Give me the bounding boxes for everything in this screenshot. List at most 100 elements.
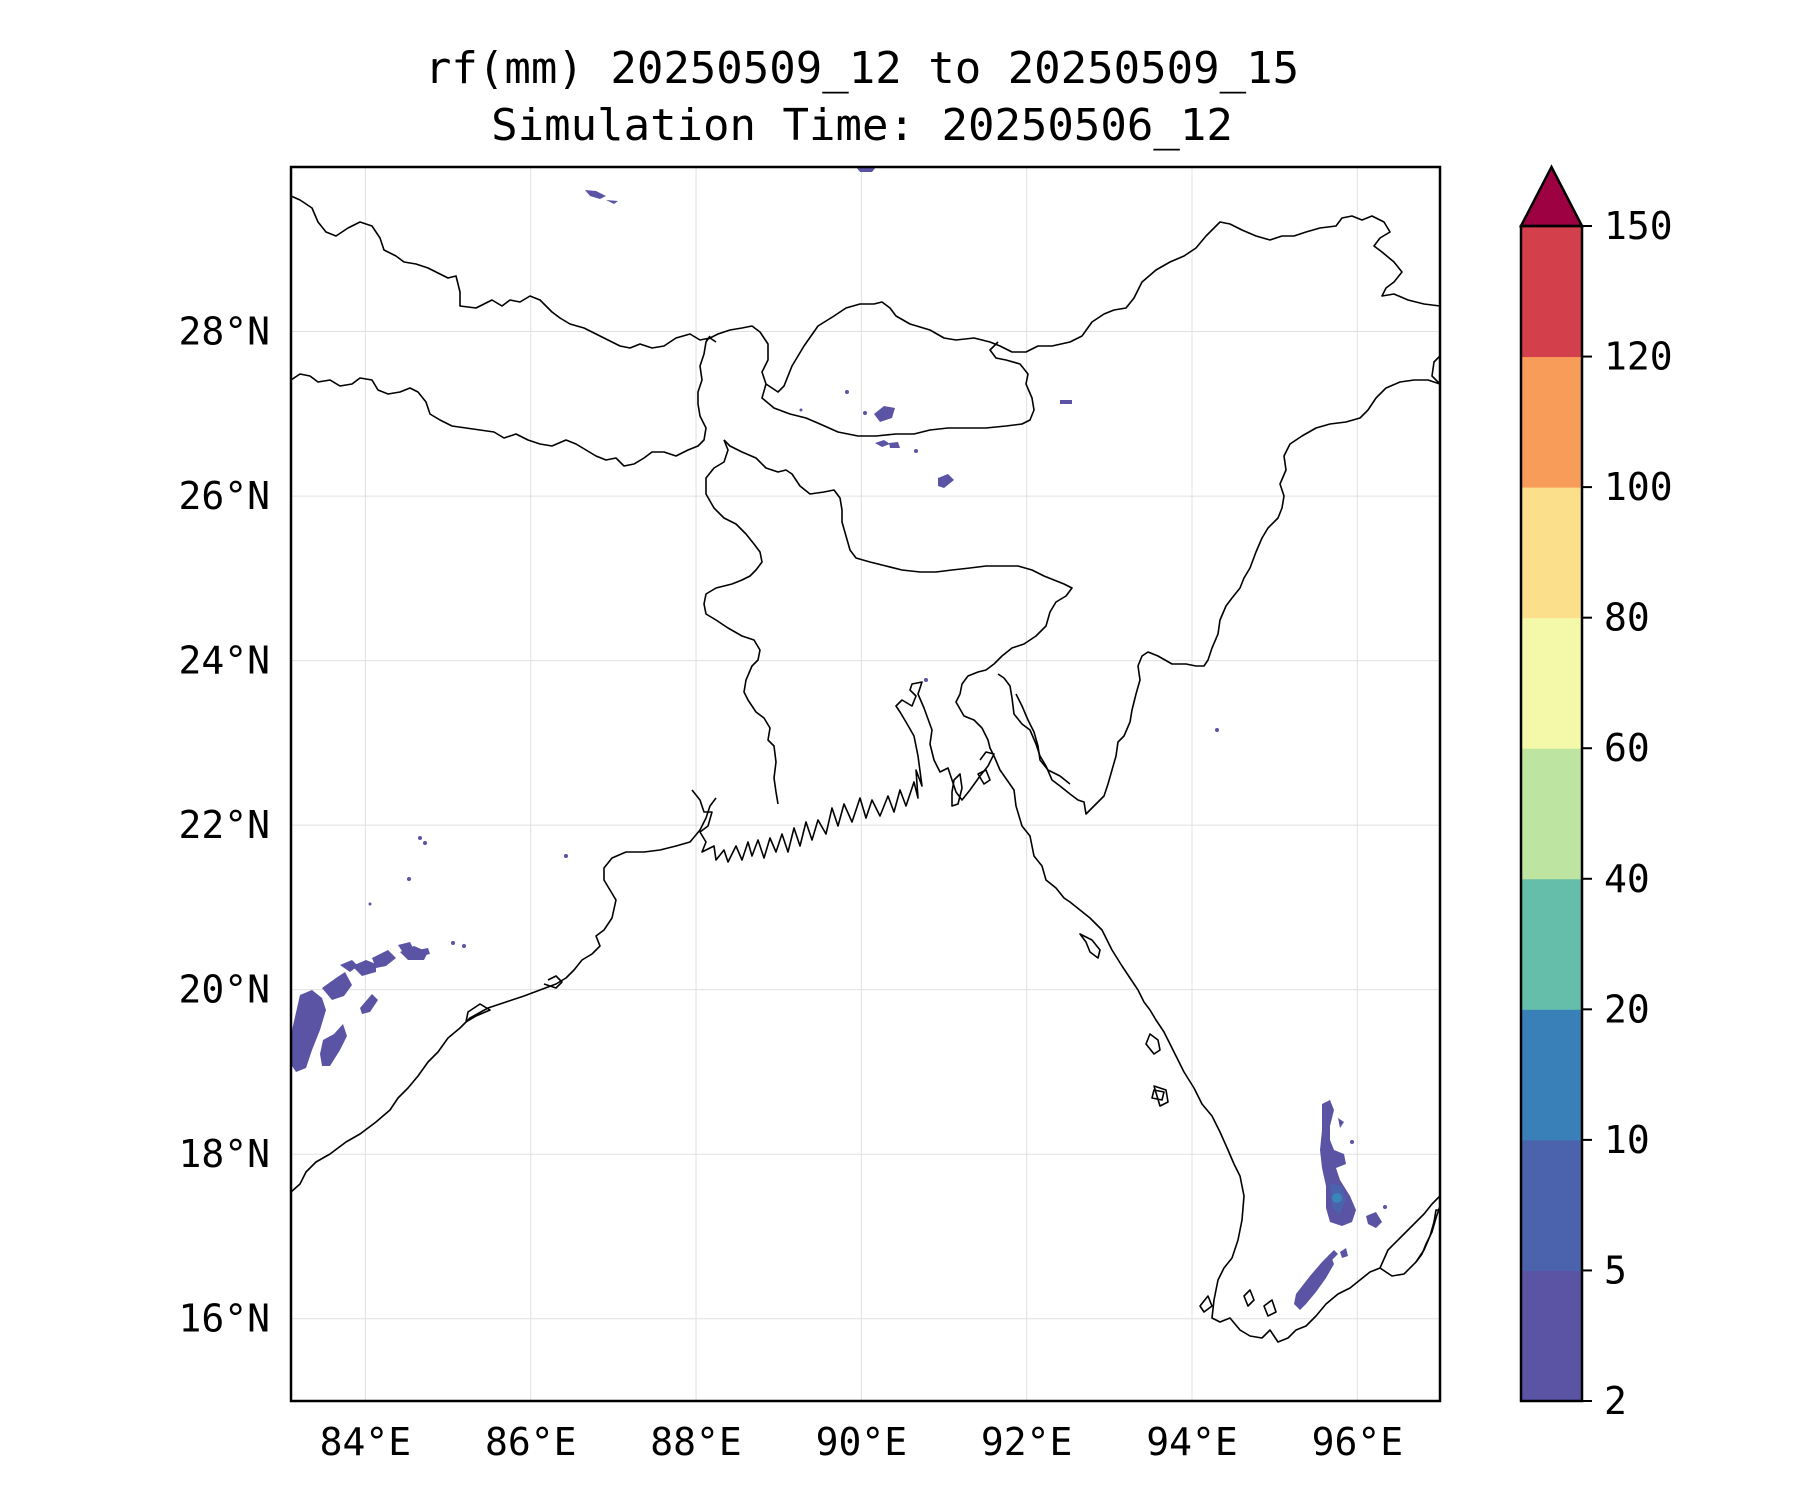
rain-speck [914, 449, 918, 453]
rain-patch [322, 972, 352, 1000]
colorbar-tick-label: 40 [1604, 857, 1650, 901]
y-tick-label: 28°N [178, 310, 270, 354]
rainfall-patches [292, 167, 1387, 1310]
coastline-detail [951, 773, 963, 807]
rain-patch [372, 950, 396, 968]
border-myanmar-thailand [1415, 1205, 1440, 1263]
colorbar-segment [1521, 226, 1582, 358]
rain-speck [407, 877, 411, 881]
rain-patch [938, 474, 954, 488]
rain-speck [799, 408, 803, 412]
colorbar-tick-label: 60 [1604, 726, 1650, 770]
colorbar-segment [1521, 487, 1582, 619]
border-bhutan-india [761, 341, 1035, 437]
rain-core [1332, 1193, 1342, 1203]
rain-patch [418, 948, 430, 956]
rain-patch [1294, 1254, 1334, 1310]
coastline-myanmar [993, 755, 1440, 1343]
map-background [291, 167, 1440, 1401]
coastline-detail [1151, 1089, 1165, 1101]
figure-title-line1: rf(mm) 20250509_12 to 20250509_15 [425, 43, 1299, 94]
x-tick-label: 88°E [650, 1420, 742, 1464]
colorbar-segment [1521, 1009, 1582, 1141]
colorbar-extend-arrow [1518, 164, 1585, 228]
rain-patch [1366, 1212, 1382, 1228]
border-detail [1431, 355, 1440, 385]
rain-speck [418, 836, 422, 840]
coastline-detail [1243, 1289, 1255, 1307]
x-tick-label: 96°E [1312, 1420, 1404, 1464]
rain-speck [863, 411, 867, 415]
colorbar-tick-label: 100 [1604, 465, 1673, 509]
colorbar: 2 5 10 20 40 60 80 100 120 150 [1518, 164, 1673, 1423]
rain-patch [340, 960, 358, 972]
rain-patch [1338, 1118, 1344, 1128]
rain-patch [1340, 1248, 1348, 1258]
colorbar-tick-label: 80 [1604, 596, 1650, 640]
border-bangladesh [703, 439, 779, 805]
coastline-detail [543, 975, 563, 989]
rain-speck [423, 841, 427, 845]
figure-title-line2: Simulation Time: 20250506_12 [491, 100, 1233, 151]
rain-speck [462, 944, 466, 948]
rain-patch [360, 994, 378, 1014]
rain-patch [875, 440, 890, 447]
rain-speck [1215, 728, 1219, 732]
colorbar-tick-label: 150 [1604, 204, 1673, 248]
coastline-sundarbans [691, 681, 995, 863]
border-bhutan-tibet [705, 215, 1440, 393]
rain-speck [845, 390, 849, 394]
y-tick-label: 22°N [178, 803, 270, 847]
rain-patch [1060, 400, 1072, 404]
coastline-myanmar-east [1379, 1195, 1440, 1269]
rain-patch [1328, 1250, 1338, 1260]
colorbar-tick-label: 5 [1604, 1248, 1627, 1292]
colorbar-tick-label: 10 [1604, 1118, 1650, 1162]
rain-patch [292, 990, 326, 1072]
colorbar-tick-label: 20 [1604, 987, 1650, 1031]
coastline-detail [1079, 933, 1101, 959]
x-axis-tick-labels: 84°E 86°E 88°E 90°E 92°E 94°E 96°E [320, 1420, 1403, 1464]
x-tick-label: 94°E [1146, 1420, 1238, 1464]
border-nepal-tibet [291, 195, 717, 349]
rain-patch [874, 406, 895, 422]
rain-patch [352, 960, 376, 976]
coastlines-and-borders [291, 195, 1440, 1343]
colorbar-frame [1519, 224, 1584, 1403]
rain-patch [320, 1024, 347, 1066]
coastline-detail [977, 769, 991, 785]
border-india-myanmar [997, 379, 1440, 815]
rain-speck [368, 902, 372, 906]
colorbar-segment [1521, 748, 1582, 880]
colorbar-tick-label: 120 [1604, 335, 1673, 379]
border-bangladesh-north [723, 439, 1073, 757]
gridlines [291, 167, 1440, 1401]
y-tick-label: 20°N [178, 968, 270, 1012]
y-tick-label: 18°N [178, 1132, 270, 1176]
y-tick-label: 26°N [178, 474, 270, 518]
coastline-detail [1263, 1299, 1277, 1317]
colorbar-segment [1521, 356, 1582, 488]
colorbar-tick-label: 2 [1604, 1379, 1627, 1423]
rain-speck [1383, 1205, 1387, 1209]
rain-speck [564, 854, 568, 858]
rain-patch [606, 200, 618, 204]
rain-speck [1350, 1140, 1354, 1144]
map-frame [289, 165, 1442, 1403]
rain-speck [451, 941, 455, 945]
coastline-detail [1145, 1033, 1161, 1055]
colorbar-segment [1521, 1270, 1582, 1402]
rain-patch [1320, 1100, 1356, 1226]
map-panel: 84°E 86°E 88°E 90°E 92°E 94°E 96°E 16°N 18°N 20°… [178, 165, 1442, 1464]
x-tick-label: 86°E [485, 1420, 577, 1464]
y-tick-label: 24°N [178, 639, 270, 683]
y-tick-label: 16°N [178, 1297, 270, 1341]
coastline-detail [1199, 1295, 1213, 1313]
rain-patch [585, 190, 606, 199]
rain-patch [889, 442, 900, 448]
x-tick-label: 84°E [320, 1420, 412, 1464]
x-tick-label: 92°E [981, 1420, 1073, 1464]
coastline-detail [465, 1003, 491, 1023]
border-nepal-india [291, 335, 711, 467]
